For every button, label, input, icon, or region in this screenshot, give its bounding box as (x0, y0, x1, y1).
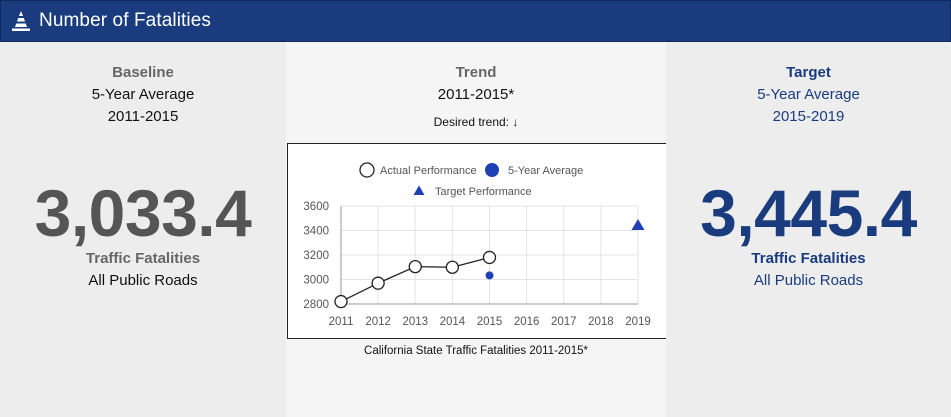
target-line2: 2015-2019 (772, 108, 845, 125)
actual-performance-point[interactable] (371, 276, 385, 290)
trend-chart-svg: Actual Performance 5-Year Average Target… (303, 162, 651, 328)
y-tick-label: 3600 (303, 201, 329, 213)
baseline-heading: Baseline (112, 64, 174, 81)
y-tick-label: 3200 (303, 250, 329, 262)
x-tick-label: 2018 (588, 316, 614, 328)
trend-range: 2011-2015* (437, 86, 515, 103)
target-panel: Target 5-Year Average 2015-2019 3,445.4 … (666, 42, 951, 417)
trend-chart: Actual Performance 5-Year Average Target… (287, 143, 667, 339)
x-tick-label: 2012 (365, 316, 391, 328)
y-tick-label: 3400 (303, 226, 329, 238)
actual-performance-point[interactable] (445, 260, 460, 274)
legend-item-actual[interactable]: Actual Performance (359, 162, 477, 178)
legend-label-target: Target Performance (435, 186, 532, 198)
baseline-value: 3,033.4 (34, 176, 252, 250)
chart-marks (334, 218, 645, 309)
legend-label-actual: Actual Performance (380, 165, 477, 177)
header-bar: Number of Fatalities (0, 0, 951, 42)
x-tick-label: 2011 (329, 316, 354, 328)
x-tick-label: 2017 (551, 316, 577, 328)
target-value: 3,445.4 (700, 176, 917, 250)
baseline-sublabel: All Public Roads (88, 272, 198, 289)
target-sublabel: All Public Roads (753, 272, 864, 289)
chart-axes: 2800 3000 3200 3400 3600 2011 2012 2013 2014 2015… (303, 201, 650, 328)
baseline-label: Traffic Fatalities (85, 250, 201, 267)
x-tick-label: 2016 (514, 316, 540, 328)
x-tick-label: 2014 (440, 316, 466, 328)
desired-trend: Desired trend: ↓ (433, 115, 519, 129)
page-title: Number of Fatalities (39, 10, 212, 31)
traffic-cone-icon (11, 10, 31, 32)
legend-item-average[interactable]: 5-Year Average (485, 163, 583, 177)
target-heading: Target (786, 64, 831, 81)
filled-circle-icon (485, 163, 499, 177)
baseline-panel: Baseline 5-Year Average 2011-2015 3,033.… (0, 42, 286, 417)
actual-performance-point[interactable] (482, 250, 497, 265)
actual-performance-point[interactable] (408, 259, 422, 274)
baseline-line1: 5-Year Average (91, 86, 195, 103)
triangle-icon (413, 185, 425, 195)
target-label: Traffic Fatalities (751, 250, 866, 267)
legend-label-average: 5-Year Average (508, 165, 583, 177)
open-circle-icon (359, 162, 375, 178)
actual-performance-point[interactable] (334, 294, 348, 309)
x-tick-label: 2019 (625, 316, 651, 328)
y-tick-label: 3000 (303, 275, 329, 287)
target-performance-point[interactable] (631, 218, 645, 230)
five-year-average-point[interactable] (485, 271, 494, 280)
legend-item-target[interactable]: Target Performance (413, 185, 532, 199)
chart-caption: California State Traffic Fatalities 2011… (364, 345, 588, 357)
x-tick-label: 2013 (402, 316, 428, 328)
trend-panel: Trend 2011-2015* Desired trend: ↓ Actual… (286, 42, 667, 417)
x-tick-label: 2015 (477, 316, 503, 328)
trend-heading: Trend (455, 64, 497, 81)
y-tick-label: 2800 (303, 299, 329, 311)
target-line1: 5-Year Average (757, 86, 860, 103)
chart-legend: Actual Performance 5-Year Average Target… (359, 162, 583, 199)
baseline-line2: 2011-2015 (107, 108, 179, 125)
